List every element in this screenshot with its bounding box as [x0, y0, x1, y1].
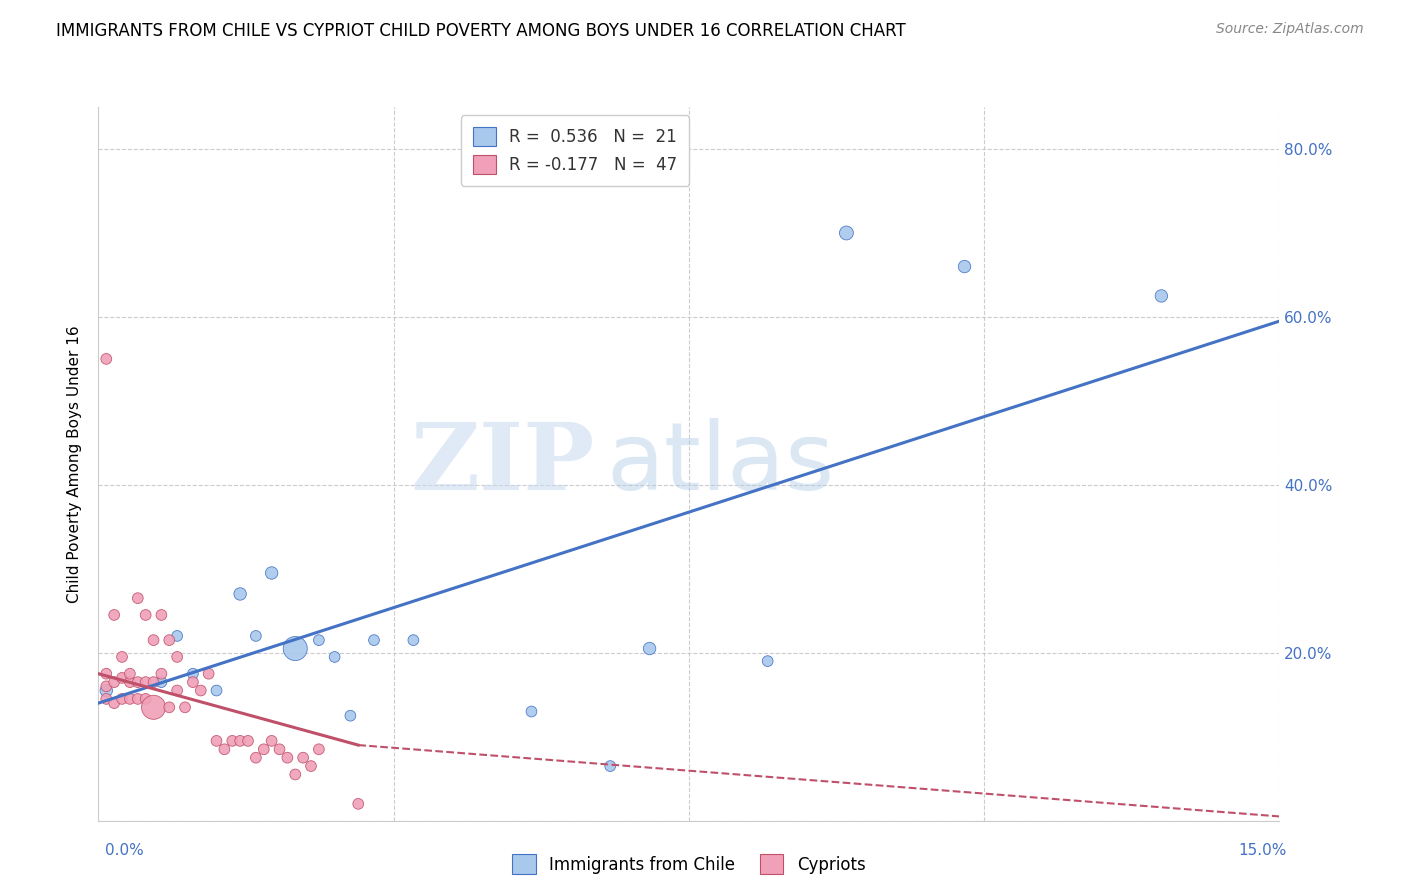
- Point: [205, 734, 228, 748]
- Text: IMMIGRANTS FROM CHILE VS CYPRIOT CHILD POVERTY AMONG BOYS UNDER 16 CORRELATION C: IMMIGRANTS FROM CHILE VS CYPRIOT CHILD P…: [56, 22, 905, 40]
- Point: [157, 633, 180, 648]
- Point: [292, 750, 315, 764]
- Point: [276, 750, 298, 764]
- Point: [103, 675, 125, 690]
- Point: [142, 700, 165, 714]
- Point: [157, 700, 180, 714]
- Point: [127, 591, 149, 606]
- Point: [166, 629, 188, 643]
- Point: [347, 797, 370, 811]
- Point: [953, 260, 976, 274]
- Point: [135, 675, 157, 690]
- Point: [96, 679, 118, 693]
- Point: [269, 742, 291, 756]
- Point: [142, 675, 165, 690]
- Point: [308, 742, 330, 756]
- Point: [284, 767, 307, 781]
- Point: [181, 675, 204, 690]
- Point: [756, 654, 779, 668]
- Point: [323, 649, 346, 664]
- Point: [190, 683, 212, 698]
- Point: [118, 666, 141, 681]
- Point: [96, 683, 118, 698]
- Point: [150, 675, 173, 690]
- Point: [135, 692, 157, 706]
- Point: [260, 566, 283, 580]
- Point: [229, 587, 252, 601]
- Point: [214, 742, 236, 756]
- Point: [229, 734, 252, 748]
- Point: [118, 692, 141, 706]
- Point: [96, 666, 118, 681]
- Point: [103, 696, 125, 710]
- Point: [835, 226, 858, 240]
- Point: [1150, 289, 1173, 303]
- Point: [339, 708, 361, 723]
- Point: [520, 705, 543, 719]
- Text: atlas: atlas: [606, 417, 835, 510]
- Text: 0.0%: 0.0%: [105, 843, 145, 858]
- Point: [96, 351, 118, 366]
- Point: [253, 742, 276, 756]
- Point: [402, 633, 425, 648]
- Y-axis label: Child Poverty Among Boys Under 16: Child Poverty Among Boys Under 16: [67, 325, 83, 603]
- Point: [118, 675, 141, 690]
- Point: [245, 629, 267, 643]
- Point: [174, 700, 197, 714]
- Text: ZIP: ZIP: [411, 419, 595, 508]
- Point: [363, 633, 385, 648]
- Point: [111, 671, 134, 685]
- Point: [127, 675, 149, 690]
- Point: [197, 666, 219, 681]
- Legend: Immigrants from Chile, Cypriots: Immigrants from Chile, Cypriots: [502, 845, 876, 884]
- Point: [127, 692, 149, 706]
- Point: [638, 641, 661, 656]
- Point: [103, 607, 125, 622]
- Text: Source: ZipAtlas.com: Source: ZipAtlas.com: [1216, 22, 1364, 37]
- Text: 15.0%: 15.0%: [1239, 843, 1286, 858]
- Point: [181, 666, 204, 681]
- Point: [245, 750, 267, 764]
- Point: [166, 683, 188, 698]
- Point: [135, 607, 157, 622]
- Point: [205, 683, 228, 698]
- Point: [150, 666, 173, 681]
- Point: [166, 649, 188, 664]
- Point: [284, 641, 307, 656]
- Point: [150, 607, 173, 622]
- Point: [260, 734, 283, 748]
- Point: [599, 759, 621, 773]
- Point: [308, 633, 330, 648]
- Point: [221, 734, 243, 748]
- Point: [142, 633, 165, 648]
- Point: [111, 692, 134, 706]
- Point: [96, 692, 118, 706]
- Point: [299, 759, 322, 773]
- Point: [236, 734, 259, 748]
- Point: [111, 649, 134, 664]
